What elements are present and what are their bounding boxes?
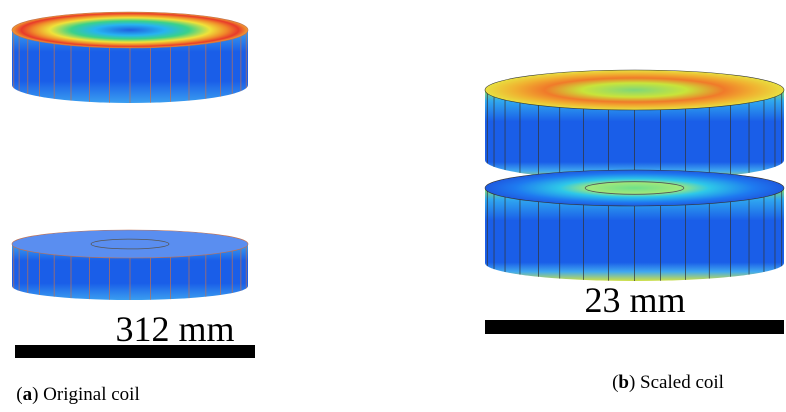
- coil-top: [485, 170, 784, 206]
- caption-text: ) Original coil: [32, 384, 140, 405]
- coil-top: [12, 12, 248, 48]
- scale-bar: [15, 345, 255, 358]
- coil-top: [485, 70, 784, 110]
- scale-bar: [485, 320, 784, 334]
- caption-label: b: [618, 372, 629, 393]
- scale-label: 312 mm: [115, 309, 234, 349]
- caption: (b) Scaled coil: [612, 372, 724, 393]
- figure: 312 mm (a) Original coil 23 mm (b) Scale…: [0, 0, 786, 412]
- coil-top: [12, 230, 248, 258]
- scale-label: 23 mm: [584, 280, 685, 320]
- page: 312 mm (a) Original coil 23 mm (b) Scale…: [0, 0, 786, 412]
- caption: (a) Original coil: [16, 384, 139, 405]
- caption-label: a: [23, 384, 33, 405]
- caption-text: ) Scaled coil: [629, 372, 724, 393]
